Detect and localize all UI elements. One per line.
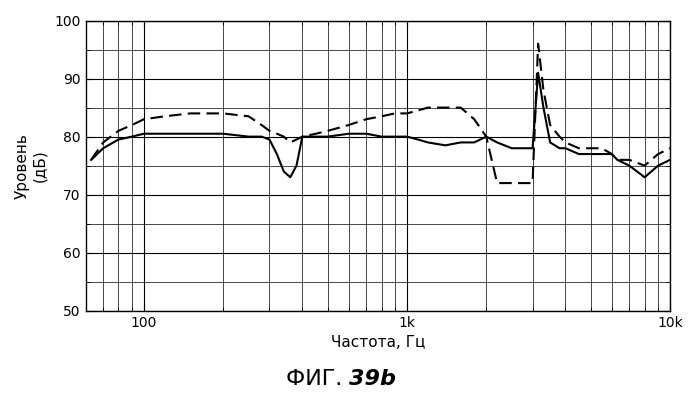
Text: ФИГ.: ФИГ. [285,369,349,389]
Text: 39b: 39b [349,369,396,389]
Y-axis label: Уровень
(дБ): Уровень (дБ) [15,133,47,198]
X-axis label: Частота, Гц: Частота, Гц [331,335,425,350]
